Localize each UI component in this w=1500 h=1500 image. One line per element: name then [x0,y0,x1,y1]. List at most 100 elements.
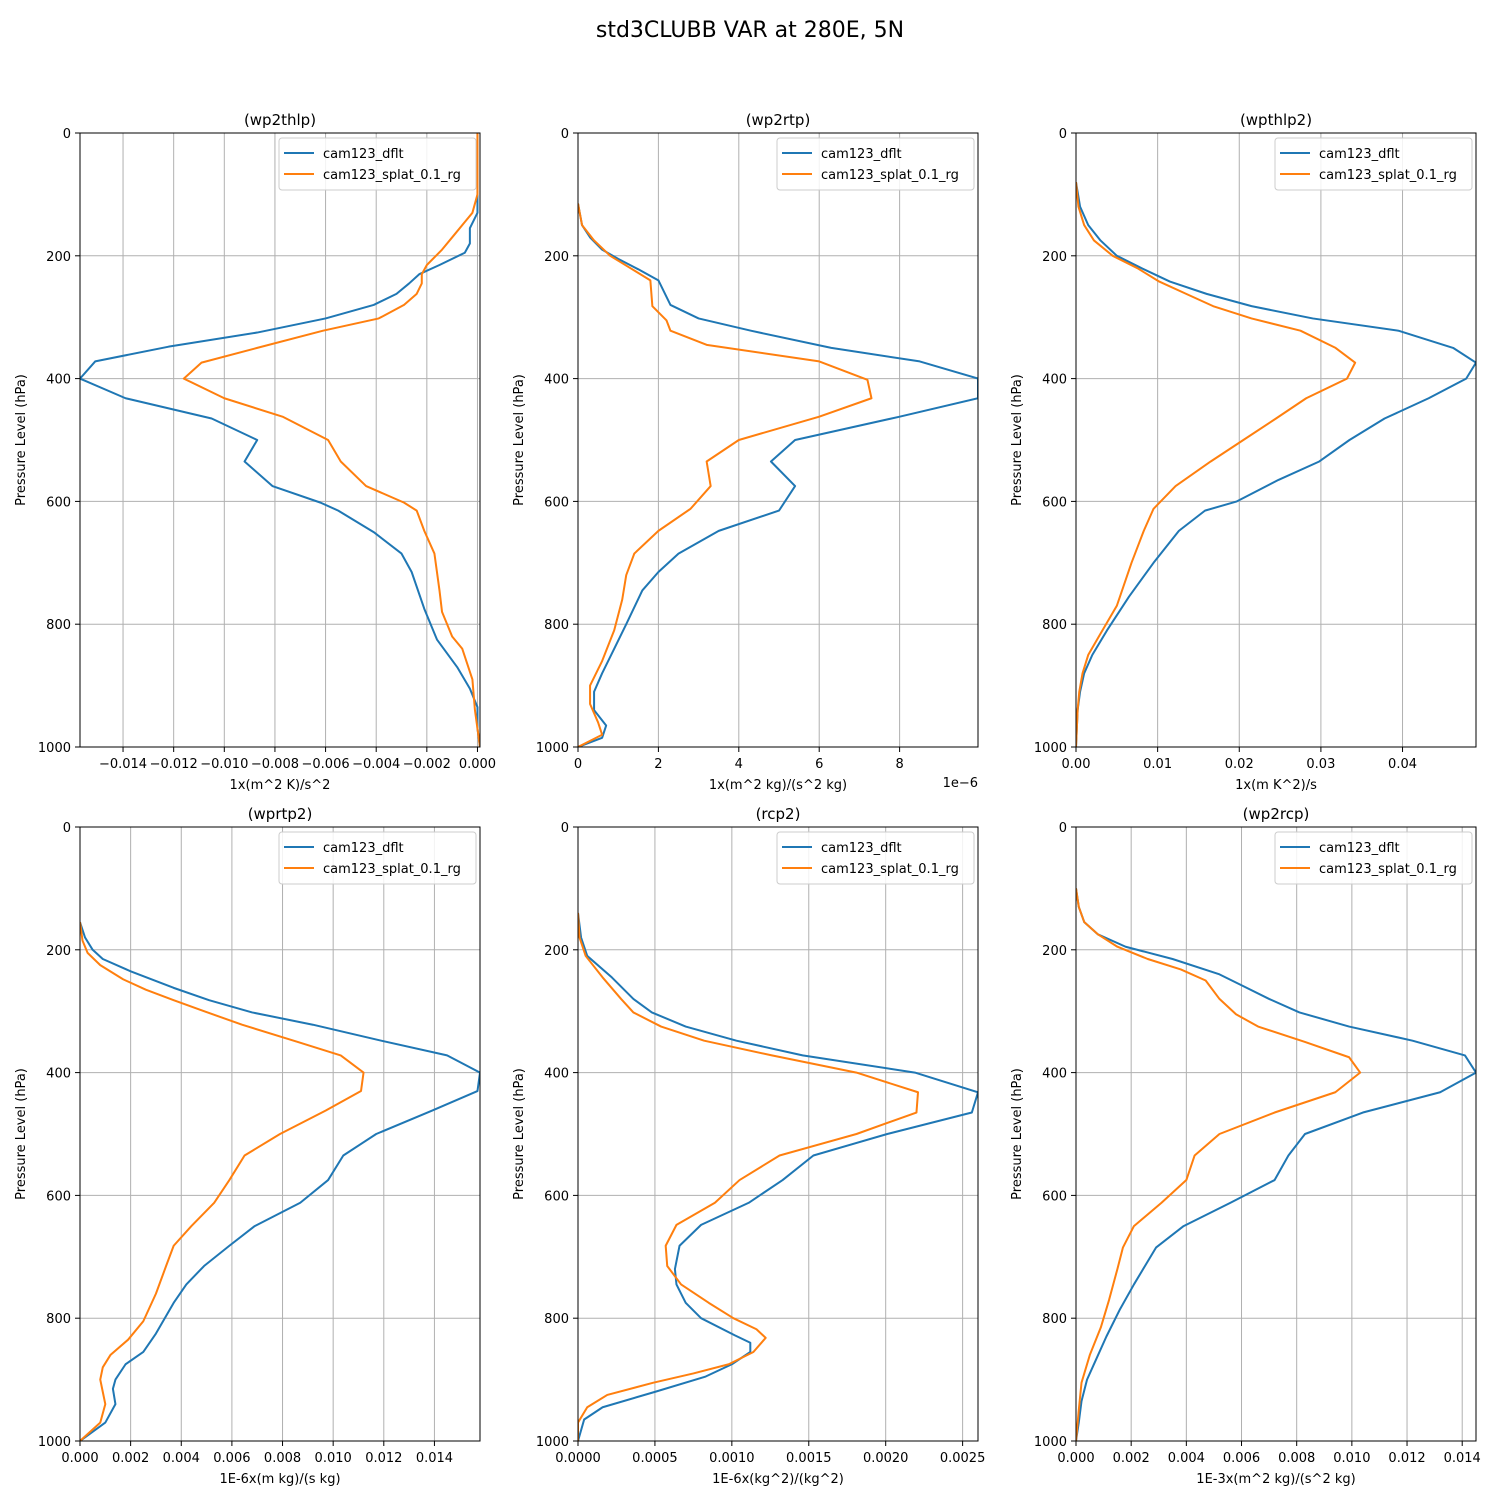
y-tick-label: 0 [1059,821,1067,836]
x-tick-label: 0.000 [1057,1451,1094,1466]
x-tick-label: −0.010 [200,757,248,772]
x-tick-label: −0.006 [302,757,350,772]
x-tick-label: 0.012 [1388,1451,1425,1466]
x-tick-label: 0.04 [1388,757,1417,772]
y-tick-label: 0 [63,127,71,142]
legend-box [776,831,975,885]
x-tick-label: 8 [895,757,903,772]
series-line-cam123_dflt [578,203,978,747]
series-line-cam123_dflt [1076,888,1476,1441]
y-tick-label: 600 [1042,495,1067,510]
x-axis-label: 1E-6x(m kg)/(s kg) [219,1472,340,1487]
x-tick-label: 0.01 [1143,757,1172,772]
y-tick-label: 200 [544,250,569,265]
legend: cam123_dflt cam123_splat_0.1_rg [278,137,477,191]
y-tick-label: 0 [63,821,71,836]
legend-entry: cam123_splat_0.1_rg [1319,168,1457,183]
x-tick-label: 0.004 [163,1451,200,1466]
subplot-title: (rcp2) [756,805,801,823]
subplot-rcp2: 0.0000 0.0005 0.0010 0.0015 0.0020 0.0025 0 200… [512,805,985,1487]
y-tick-label: 1000 [38,1435,71,1450]
axes-frame [79,826,481,1442]
axes-frame [1075,132,1477,748]
y-tick-label: 0 [1059,127,1067,142]
y-tick-label: 400 [1042,1067,1067,1082]
legend: cam123_dflt cam123_splat_0.1_rg [776,831,975,885]
x-tick-label: −0.014 [99,757,147,772]
y-tick-label: 200 [1042,944,1067,959]
y-axis-label: Pressure Level (hPa) [14,1068,29,1200]
x-axis-label: 1E-3x(m^2 kg)/(s^2 kg) [1196,1472,1355,1487]
x-tick-label: 0.00 [1062,757,1091,772]
subplot-wp2thlp: −0.014 −0.012 −0.010 −0.008 −0.006 −0.004 −0.0… [14,111,496,793]
legend-entry: cam123_dflt [1319,147,1400,162]
y-tick-label: 1000 [536,1435,569,1450]
series-line-cam123_dflt [80,133,480,747]
x-tick-label: 0.0020 [863,1451,909,1466]
x-tick-label: 0.008 [1278,1451,1315,1466]
y-tick-label: 400 [1042,373,1067,388]
legend: cam123_dflt cam123_splat_0.1_rg [1274,137,1473,191]
x-tick-label: 0.000 [61,1451,98,1466]
x-tick-label: 0.0015 [786,1451,832,1466]
y-tick-label: 800 [544,618,569,633]
subplot-title: (wprtp2) [248,805,313,823]
x-tick-label: 6 [815,757,823,772]
y-axis-label: Pressure Level (hPa) [1010,1068,1025,1200]
subplot-wp2rtp: 0 2 4 6 8 0 200 400 600 800 1000 1e−6 1x(m^2 kg)/(s^… [512,111,979,793]
figure-title: std3CLUBB VAR at 280E, 5N [596,18,904,43]
y-tick-label: 400 [544,373,569,388]
subplot-title: (wp2thlp) [244,111,316,129]
x-tick-label: 0.004 [1168,1451,1205,1466]
x-tick-label: 0.0025 [940,1451,986,1466]
y-tick-label: 1000 [1034,741,1067,756]
x-axis-label: 1x(m^2 K)/s^2 [230,778,331,793]
subplot-title: (wpthlp2) [1240,111,1312,129]
axes-frame [79,132,481,748]
legend: cam123_dflt cam123_splat_0.1_rg [1274,831,1473,885]
x-tick-label: 0.012 [365,1451,402,1466]
x-tick-label: 0.0000 [555,1451,601,1466]
y-tick-label: 800 [1042,618,1067,633]
y-tick-label: 1000 [1034,1435,1067,1450]
axes-frame [577,132,979,748]
y-tick-label: 1000 [38,741,71,756]
y-tick-label: 800 [544,1312,569,1327]
legend-entry: cam123_splat_0.1_rg [1319,862,1457,877]
y-tick-label: 600 [46,1189,71,1204]
legend-box [776,137,975,191]
subplot-title: (wp2rcp) [1243,805,1310,823]
y-axis-label: Pressure Level (hPa) [14,374,29,506]
x-tick-label: −0.002 [403,757,451,772]
x-tick-label: 0.000 [459,757,496,772]
series-line-cam123_splat_0.1_rg [1076,182,1357,747]
x-tick-label: −0.012 [150,757,198,772]
legend-entry: cam123_dflt [821,147,902,162]
legend-box [1274,137,1473,191]
x-tick-label: 0.010 [1333,1451,1370,1466]
x-axis-label: 1x(m^2 kg)/(s^2 kg) [709,778,847,793]
subplot-grid: −0.014 −0.012 −0.010 −0.008 −0.006 −0.004 −0.0… [14,111,1481,1487]
legend-entry: cam123_dflt [323,147,404,162]
legend-box [278,831,477,885]
x-tick-label: 0.02 [1225,757,1254,772]
axes-frame [577,826,979,1442]
y-tick-label: 200 [544,944,569,959]
series-line-cam123_splat_0.1_rg [1076,888,1362,1441]
legend: cam123_dflt cam123_splat_0.1_rg [776,137,975,191]
subplot-title: (wp2rtp) [746,111,811,129]
x-tick-label: 2 [654,757,662,772]
x-tick-label: 4 [735,757,743,772]
series-line-cam123_dflt [578,912,978,1441]
x-tick-label: 0.006 [213,1451,250,1466]
series-line-cam123_splat_0.1_rg [80,922,365,1441]
y-tick-label: 400 [544,1067,569,1082]
x-tick-label: 0.002 [1113,1451,1150,1466]
legend: cam123_dflt cam123_splat_0.1_rg [278,831,477,885]
subplot-wp2rcp: 0.000 0.002 0.004 0.006 0.008 0.010 0.012 0.014… [1010,805,1481,1487]
x-tick-label: −0.008 [251,757,299,772]
x-tick-label: 0 [574,757,582,772]
y-tick-label: 200 [46,250,71,265]
